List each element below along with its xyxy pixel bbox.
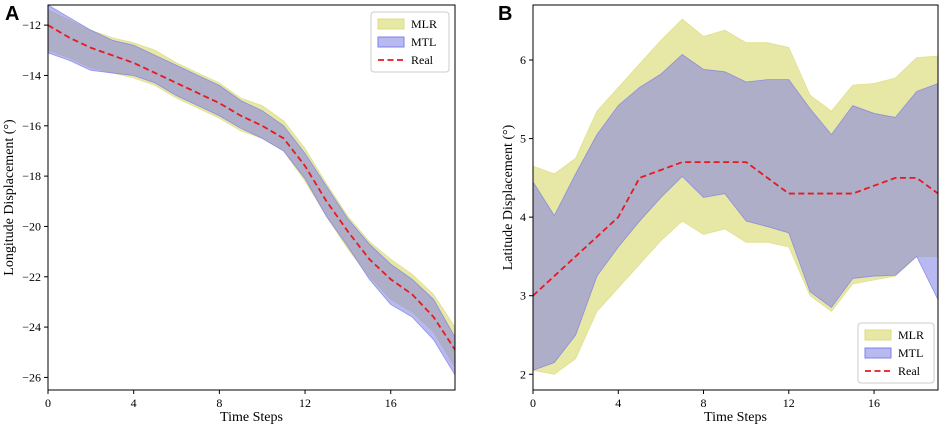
legend-label-real: Real bbox=[411, 53, 434, 67]
legend-swatch-mtl bbox=[377, 36, 405, 48]
legend: MLR MTL Real bbox=[857, 322, 935, 384]
x-tick-label: 12 bbox=[299, 396, 311, 410]
line-real bbox=[533, 161, 938, 297]
y-tick-label: −14 bbox=[22, 68, 41, 82]
y-tick-label: −26 bbox=[22, 370, 41, 384]
x-tick-label: 8 bbox=[701, 396, 707, 410]
x-tick-label: 8 bbox=[216, 396, 222, 410]
y-tick-label: 3 bbox=[520, 289, 526, 303]
legend-label-mtl: MTL bbox=[898, 346, 923, 360]
y-tick-label: −12 bbox=[22, 18, 41, 32]
panel-letter: B bbox=[498, 3, 512, 25]
y-tick-label: −22 bbox=[22, 270, 41, 284]
band-mtl bbox=[533, 53, 938, 371]
legend-label-mtl: MTL bbox=[411, 35, 436, 49]
y-tick-label: −18 bbox=[22, 169, 41, 183]
legend-swatch-mlr bbox=[377, 18, 405, 30]
y-tick-label: 5 bbox=[520, 132, 526, 146]
y-tick-label: 4 bbox=[520, 210, 526, 224]
y-axis-title: Latitude Displacement (°) bbox=[501, 124, 516, 270]
plot-area bbox=[48, 5, 455, 376]
legend-label-mlr: MLR bbox=[898, 328, 924, 342]
panel-a: 0 4 8 12 16 −12 −14 −16 −18 −20 −22 −24 −26 Time Step… bbox=[2, 3, 456, 425]
y-axis-title: Longitude Displacement (°) bbox=[2, 119, 17, 276]
x-tick-label: 12 bbox=[783, 396, 795, 410]
x-tick-label: 4 bbox=[131, 396, 137, 410]
legend-label-mlr: MLR bbox=[411, 17, 437, 31]
plot-area bbox=[533, 18, 938, 375]
y-tick-label: 6 bbox=[520, 53, 526, 67]
y-tick-label: −24 bbox=[22, 320, 41, 334]
y-tick-label: −16 bbox=[22, 119, 41, 133]
legend-swatch-mlr bbox=[864, 329, 892, 341]
x-axis-title: Time Steps bbox=[704, 410, 767, 425]
legend-label-real: Real bbox=[898, 364, 921, 378]
axes-frame bbox=[532, 4, 939, 391]
x-tick-label: 0 bbox=[45, 396, 51, 410]
x-tick-label: 16 bbox=[868, 396, 880, 410]
band-mtl bbox=[48, 5, 455, 376]
x-tick-label: 16 bbox=[385, 396, 397, 410]
x-tick-label: 4 bbox=[615, 396, 621, 410]
panel-letter: A bbox=[5, 3, 19, 25]
x-axis-title: Time Steps bbox=[220, 410, 283, 425]
x-tick-label: 0 bbox=[530, 396, 536, 410]
panel-b: 0 4 8 12 16 2 3 4 5 6 Time Steps Latitude Displacem… bbox=[498, 3, 939, 425]
legend: MLR MTL Real bbox=[370, 11, 450, 73]
axes-frame bbox=[47, 4, 456, 391]
y-tick-label: 2 bbox=[520, 367, 526, 381]
legend-swatch-mtl bbox=[864, 347, 892, 359]
y-tick-label: −20 bbox=[22, 219, 41, 233]
